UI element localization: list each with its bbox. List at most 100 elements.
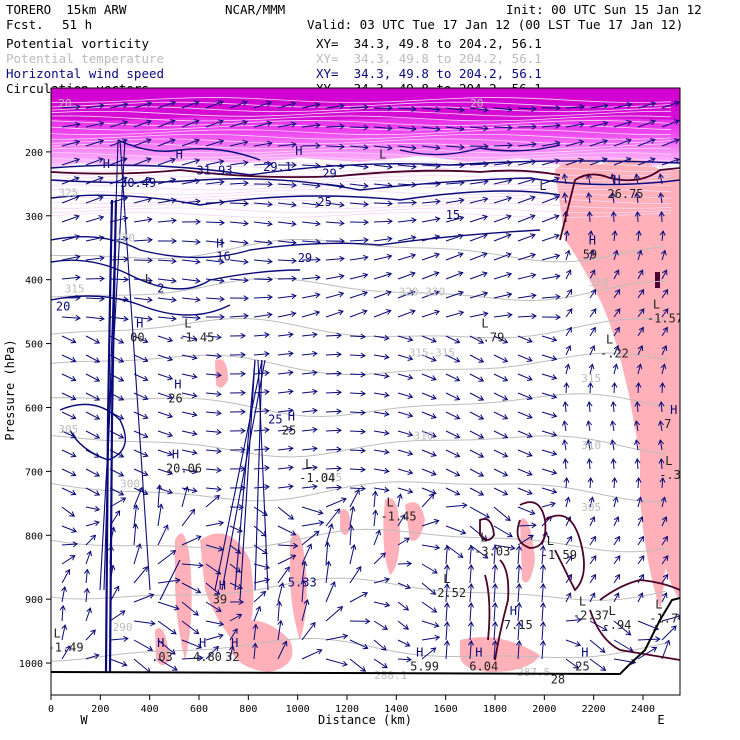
extremum-value: 26 bbox=[168, 391, 182, 405]
vector-head bbox=[142, 470, 149, 477]
vector-head bbox=[94, 376, 101, 382]
pv-contour bbox=[544, 514, 585, 592]
vector-shaft bbox=[421, 373, 437, 381]
vector-head bbox=[555, 293, 561, 300]
vector-head bbox=[638, 573, 645, 580]
vector-head bbox=[363, 124, 369, 131]
vector-shaft bbox=[565, 269, 572, 280]
vector-head bbox=[288, 514, 294, 520]
vector-shaft bbox=[517, 392, 533, 400]
x-tick-label: 600 bbox=[190, 704, 208, 715]
vector-head bbox=[157, 503, 164, 510]
vector-shaft bbox=[181, 486, 188, 508]
vector-shaft bbox=[301, 599, 308, 622]
vector-shaft bbox=[493, 545, 496, 565]
vector-head bbox=[252, 623, 259, 630]
vector-head bbox=[586, 420, 592, 426]
vector-shaft bbox=[229, 182, 249, 185]
vector-shaft bbox=[277, 554, 296, 565]
vector-head bbox=[339, 123, 345, 130]
vector-shaft bbox=[637, 211, 639, 223]
vector-shaft bbox=[301, 466, 317, 470]
vector-shaft bbox=[85, 196, 104, 204]
vector-shaft bbox=[445, 107, 464, 111]
vector-shaft bbox=[229, 646, 234, 660]
theta-line-upper bbox=[51, 143, 672, 149]
vector-head bbox=[409, 271, 416, 278]
vector-head bbox=[387, 163, 393, 170]
vector-shaft bbox=[493, 525, 513, 538]
vector-shaft bbox=[109, 610, 126, 622]
vector-shaft bbox=[613, 382, 616, 394]
circulation-vectors bbox=[59, 100, 680, 674]
vector-shaft bbox=[517, 640, 520, 660]
vector-head bbox=[215, 606, 222, 612]
wind-contour bbox=[51, 190, 561, 206]
vector-shaft bbox=[564, 193, 567, 204]
vector-head bbox=[362, 592, 369, 598]
vector-head bbox=[191, 335, 198, 342]
vector-head bbox=[170, 197, 177, 204]
vector-shaft bbox=[637, 536, 644, 546]
vector-shaft bbox=[61, 256, 80, 261]
vector-shaft bbox=[613, 497, 618, 508]
theta-label: 20 bbox=[58, 97, 71, 110]
vector-shaft bbox=[349, 566, 362, 584]
vector-head bbox=[458, 310, 465, 317]
vector-head bbox=[123, 635, 129, 642]
low-marker: L bbox=[480, 531, 487, 545]
vector-head bbox=[266, 140, 273, 147]
vector-head bbox=[610, 192, 617, 198]
vector-head bbox=[564, 496, 571, 503]
axes: 0 200 400 600 800 1000 1200 1400 1600 1800 2000 220… bbox=[19, 148, 655, 715]
vector-shaft bbox=[157, 335, 173, 342]
vector-head bbox=[614, 269, 620, 276]
vector-shaft bbox=[565, 639, 581, 646]
vector-shaft bbox=[589, 555, 597, 565]
vector-shaft bbox=[205, 297, 225, 300]
vector-shaft bbox=[421, 582, 436, 595]
vector-shaft bbox=[133, 658, 151, 673]
vector-shaft bbox=[253, 101, 272, 109]
vector-head bbox=[216, 429, 222, 436]
vector-shaft bbox=[637, 646, 657, 660]
vector-head bbox=[671, 625, 677, 632]
vector-head bbox=[336, 389, 342, 396]
vector-shaft bbox=[277, 143, 296, 147]
vector-shaft bbox=[133, 278, 152, 282]
vector-shaft bbox=[181, 373, 197, 378]
theta-line-upper bbox=[51, 179, 672, 186]
vector-head bbox=[635, 382, 642, 388]
vector-head bbox=[562, 458, 569, 464]
vector-head bbox=[387, 182, 393, 189]
vector-shaft bbox=[181, 159, 200, 166]
vector-head bbox=[614, 573, 621, 580]
vector-shaft bbox=[85, 158, 104, 166]
vector-head bbox=[339, 103, 345, 110]
vector-head bbox=[232, 628, 238, 634]
vector-head bbox=[454, 376, 461, 382]
vector-shaft bbox=[661, 308, 669, 318]
vector-shaft bbox=[349, 126, 369, 128]
vector-head bbox=[70, 356, 77, 363]
vector-shaft bbox=[253, 202, 272, 205]
vector-shaft bbox=[301, 240, 321, 243]
high-marker: H bbox=[288, 409, 295, 423]
valid-time: Valid: 03 UTC Tue 17 Jan 12 (00 LST Tue … bbox=[307, 17, 684, 32]
vector-shaft bbox=[517, 178, 536, 185]
vector-shaft bbox=[565, 364, 569, 375]
extremum-value: -.94 bbox=[603, 618, 632, 632]
vector-shaft bbox=[325, 125, 345, 128]
high-marker: H bbox=[475, 646, 482, 660]
vector-head bbox=[434, 309, 441, 316]
vector-shaft bbox=[661, 615, 680, 622]
vector-shaft bbox=[493, 449, 508, 458]
vector-shaft bbox=[469, 234, 488, 242]
vector-head bbox=[539, 564, 546, 570]
east-label: E bbox=[657, 713, 664, 727]
vector-head bbox=[565, 345, 572, 351]
vector-head bbox=[502, 338, 509, 344]
extremum-value: 4.80 bbox=[193, 650, 222, 664]
vector-head bbox=[655, 636, 661, 643]
